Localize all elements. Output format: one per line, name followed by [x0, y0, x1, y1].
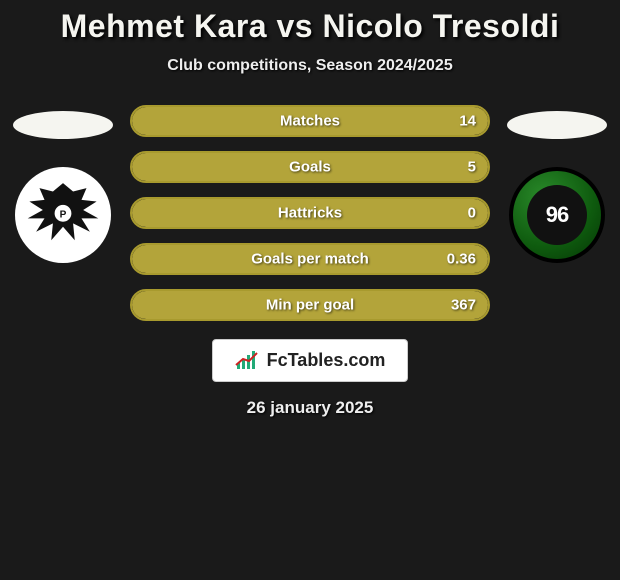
stat-bar: Hattricks 0 — [130, 197, 490, 229]
brand-text: FcTables.com — [267, 350, 386, 371]
stat-bar: Min per goal 367 — [130, 289, 490, 321]
stat-label: Min per goal — [266, 297, 354, 314]
stats-column: Matches 14 Goals 5 Hattricks 0 Goals per match… — [118, 105, 502, 321]
page-title: Mehmet Kara vs Nicolo Tresoldi — [0, 8, 620, 45]
stat-bar: Matches 14 — [130, 105, 490, 137]
right-club-logo: 96 — [509, 167, 605, 263]
left-player-placeholder — [13, 111, 113, 139]
stat-label: Hattricks — [278, 205, 342, 222]
footer: FcTables.com 26 january 2025 — [0, 339, 620, 418]
stat-value-right: 0.36 — [447, 251, 476, 268]
stat-value-right: 14 — [459, 113, 476, 130]
stat-value-right: 367 — [451, 297, 476, 314]
h96-inner: 96 — [527, 185, 587, 245]
stat-bar: Goals 5 — [130, 151, 490, 183]
stat-label: Goals per match — [251, 251, 369, 268]
left-column: P — [8, 105, 118, 263]
h96-text: 96 — [546, 202, 568, 228]
date-text: 26 january 2025 — [247, 398, 374, 418]
stat-label: Matches — [280, 113, 340, 130]
stat-value-right: 5 — [468, 159, 476, 176]
svg-text:P: P — [60, 210, 67, 221]
comparison-infographic: Mehmet Kara vs Nicolo Tresoldi Club comp… — [0, 0, 620, 418]
stat-value-right: 0 — [468, 205, 476, 222]
chart-icon — [235, 351, 259, 371]
stat-label: Goals — [289, 159, 331, 176]
main-row: P Matches 14 Goals 5 Hattricks 0 Goals per mat… — [0, 105, 620, 321]
subtitle: Club competitions, Season 2024/2025 — [0, 57, 620, 75]
brand-box[interactable]: FcTables.com — [212, 339, 409, 382]
eagle-icon: P — [21, 173, 105, 257]
left-club-logo: P — [15, 167, 111, 263]
right-player-placeholder — [507, 111, 607, 139]
stat-bar: Goals per match 0.36 — [130, 243, 490, 275]
right-column: 96 — [502, 105, 612, 263]
